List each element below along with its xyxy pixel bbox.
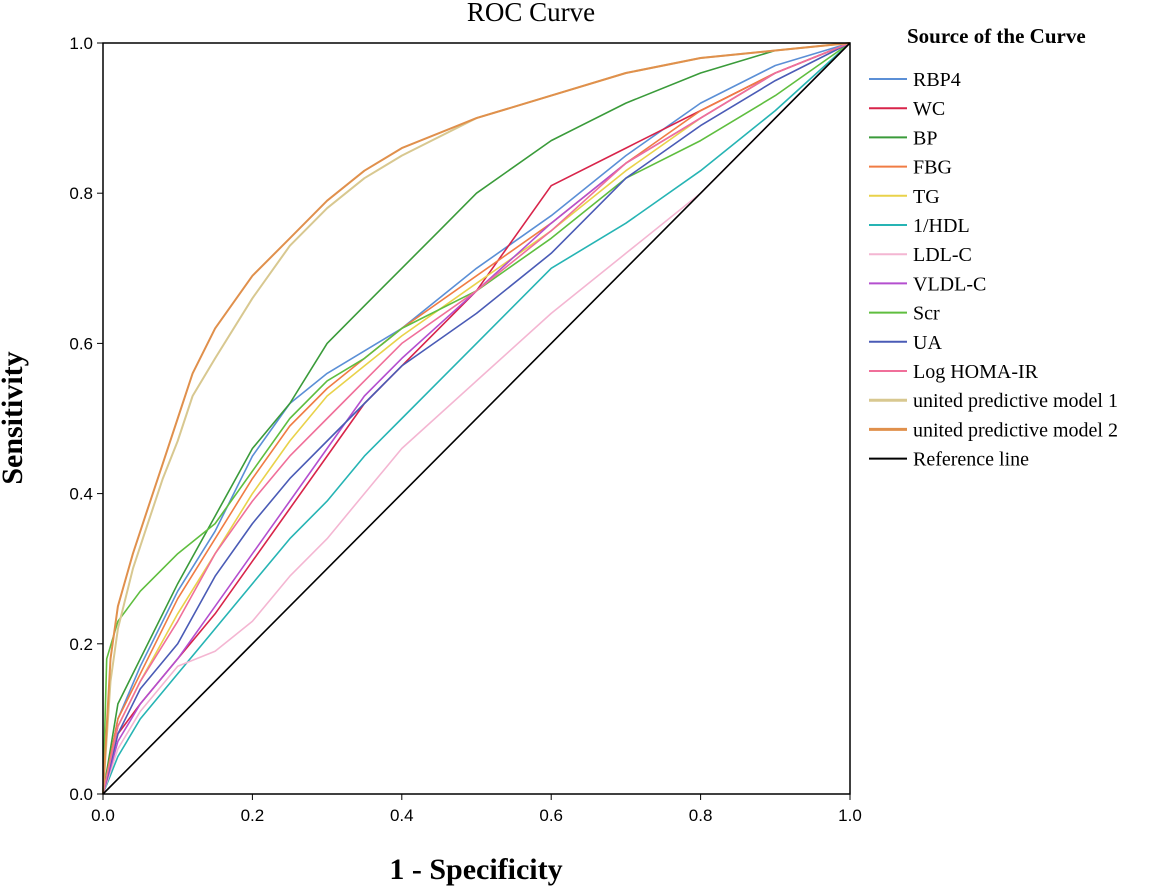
legend-label: WC bbox=[913, 98, 945, 120]
y-tick-label: 0.2 bbox=[69, 635, 93, 654]
x-axis-label: 1 - Specificity bbox=[389, 853, 562, 886]
x-axis-ticks: 0.0 0.2 0.4 0.6 0.8 1.0 bbox=[91, 794, 862, 825]
legend-label: BP bbox=[913, 127, 937, 149]
curve-scr bbox=[102, 42, 851, 795]
x-tick-label: 1.0 bbox=[838, 806, 862, 825]
legend-label: Scr bbox=[913, 303, 940, 325]
chart-title: ROC Curve bbox=[467, 0, 595, 27]
plot-frame bbox=[102, 42, 851, 795]
legend-item-ua: UA bbox=[869, 332, 942, 354]
legend-item-united-predictive-model-2: united predictive model 2 bbox=[869, 419, 1118, 441]
legend-label: 1/HDL bbox=[913, 215, 970, 237]
y-axis-label: Sensitivity bbox=[0, 351, 29, 484]
x-tick-label: 0.8 bbox=[689, 806, 713, 825]
legend-item-log-homa-ir: Log HOMA-IR bbox=[869, 361, 1039, 383]
y-tick-label: 0.0 bbox=[69, 785, 93, 804]
legend-label: RBP4 bbox=[913, 69, 961, 91]
legend-label: united predictive model 2 bbox=[913, 419, 1118, 441]
legend-item-wc: WC bbox=[869, 98, 945, 120]
legend-item-1-hdl: 1/HDL bbox=[869, 215, 970, 237]
legend-label: TG bbox=[913, 186, 940, 208]
legend-item-bp: BP bbox=[869, 127, 937, 149]
curve-united-predictive-model-2 bbox=[102, 42, 851, 795]
legend-item-tg: TG bbox=[869, 186, 940, 208]
legend-label: Reference line bbox=[913, 449, 1029, 471]
curve-fbg bbox=[102, 42, 851, 795]
curve-bp bbox=[102, 42, 851, 795]
legend: RBP4 WC BP FBG TG 1/HDL LDL-C VLDL-C Scr UA Log HO… bbox=[869, 69, 1118, 471]
legend-item-scr: Scr bbox=[869, 303, 940, 325]
legend-label: LDL-C bbox=[913, 244, 972, 266]
curve-ldl-c bbox=[102, 42, 851, 795]
legend-title: Source of the Curve bbox=[907, 24, 1086, 48]
x-tick-label: 0.4 bbox=[390, 806, 414, 825]
curve-tg bbox=[102, 42, 851, 795]
curve-reference-line bbox=[102, 42, 851, 795]
curve-ua bbox=[102, 42, 851, 795]
y-tick-label: 1.0 bbox=[69, 34, 93, 53]
legend-label: Log HOMA-IR bbox=[913, 361, 1039, 383]
x-tick-label: 0.6 bbox=[539, 806, 563, 825]
legend-label: VLDL-C bbox=[913, 273, 986, 295]
curve-log-homa-ir bbox=[102, 42, 851, 795]
legend-item-reference-line: Reference line bbox=[869, 449, 1029, 471]
x-tick-label: 0.0 bbox=[91, 806, 115, 825]
legend-item-rbp4: RBP4 bbox=[869, 69, 961, 91]
x-tick-label: 0.2 bbox=[241, 806, 265, 825]
y-axis-ticks: 0.0 0.2 0.4 0.6 0.8 1.0 bbox=[69, 34, 103, 804]
legend-label: UA bbox=[913, 332, 942, 354]
legend-item-fbg: FBG bbox=[869, 157, 952, 179]
legend-item-vldl-c: VLDL-C bbox=[869, 273, 986, 295]
y-tick-label: 0.6 bbox=[69, 334, 93, 353]
y-tick-label: 0.4 bbox=[69, 485, 93, 504]
legend-label: united predictive model 1 bbox=[913, 390, 1118, 412]
legend-item-ldl-c: LDL-C bbox=[869, 244, 972, 266]
y-tick-label: 0.8 bbox=[69, 184, 93, 203]
legend-item-united-predictive-model-1: united predictive model 1 bbox=[869, 390, 1118, 412]
curve-1-hdl bbox=[102, 42, 851, 795]
legend-label: FBG bbox=[913, 157, 952, 179]
curves-layer bbox=[102, 42, 851, 795]
